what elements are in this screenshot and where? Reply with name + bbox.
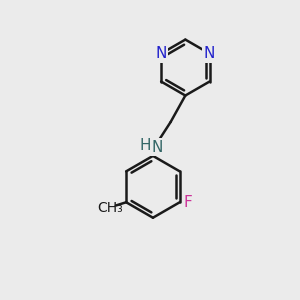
- Text: N: N: [204, 46, 215, 61]
- Text: N: N: [151, 140, 163, 154]
- Text: N: N: [155, 46, 167, 61]
- Text: F: F: [184, 195, 192, 210]
- Text: CH₃: CH₃: [97, 201, 123, 214]
- Text: H: H: [140, 138, 151, 153]
